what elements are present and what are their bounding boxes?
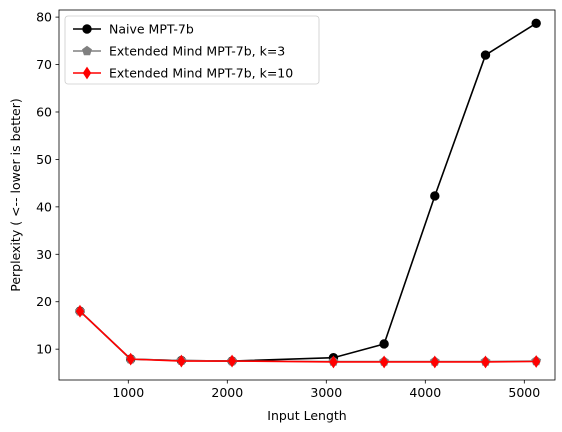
legend-marker — [82, 45, 92, 56]
data-point — [480, 50, 491, 60]
series-layer — [75, 18, 542, 369]
legend-item: Naive MPT-7b — [73, 22, 194, 37]
plot-area — [58, 9, 556, 381]
data-point — [430, 191, 440, 201]
x-axis-label: Input Length — [267, 408, 346, 423]
data-point — [177, 354, 186, 368]
series-3 — [75, 304, 541, 369]
y-tick-label: 70 — [36, 57, 52, 72]
data-point — [531, 355, 541, 368]
data-point — [379, 339, 389, 349]
x-tick-label: 1000 — [112, 385, 144, 400]
x-tick-label: 3000 — [310, 385, 342, 400]
legend-item: Extended Mind MPT-7b, k=10 — [73, 66, 293, 81]
y-axis-label: Perplexity ( <-- lower is better) — [8, 98, 23, 292]
legend: Naive MPT-7b Extended Mind MPT-7b, k=3 Ext… — [64, 15, 320, 85]
y-tick-label: 50 — [36, 152, 52, 167]
legend-box — [64, 15, 320, 85]
data-point — [126, 352, 135, 366]
y-tick-label: 80 — [36, 10, 52, 25]
legend-marker — [82, 24, 92, 34]
data-point — [430, 355, 440, 369]
data-point — [481, 355, 490, 369]
legend-marker — [82, 66, 92, 80]
y-tick-label: 30 — [36, 247, 52, 262]
data-point — [75, 304, 85, 318]
x-tick-label: 2000 — [211, 385, 243, 400]
legend-item: Extended Mind MPT-7b, k=3 — [73, 44, 285, 59]
data-point — [531, 18, 541, 28]
x-tick-label: 4000 — [409, 385, 441, 400]
legend-label: Extended Mind MPT-7b, k=10 — [109, 66, 293, 81]
legend-label: Extended Mind MPT-7b, k=3 — [109, 44, 285, 59]
y-tick-label: 40 — [36, 199, 52, 214]
y-tick-label: 60 — [36, 104, 52, 119]
y-tick-label: 20 — [36, 294, 52, 309]
data-point — [379, 355, 389, 369]
y-tick-label: 10 — [36, 342, 52, 357]
data-point — [227, 354, 237, 368]
axis-ticks: 1000 2000 3000 4000 5000 10 20 30 40 50 60 70 80 — [36, 10, 540, 400]
x-tick-label: 5000 — [508, 385, 540, 400]
legend-label: Naive MPT-7b — [109, 22, 194, 37]
data-point — [329, 355, 338, 369]
